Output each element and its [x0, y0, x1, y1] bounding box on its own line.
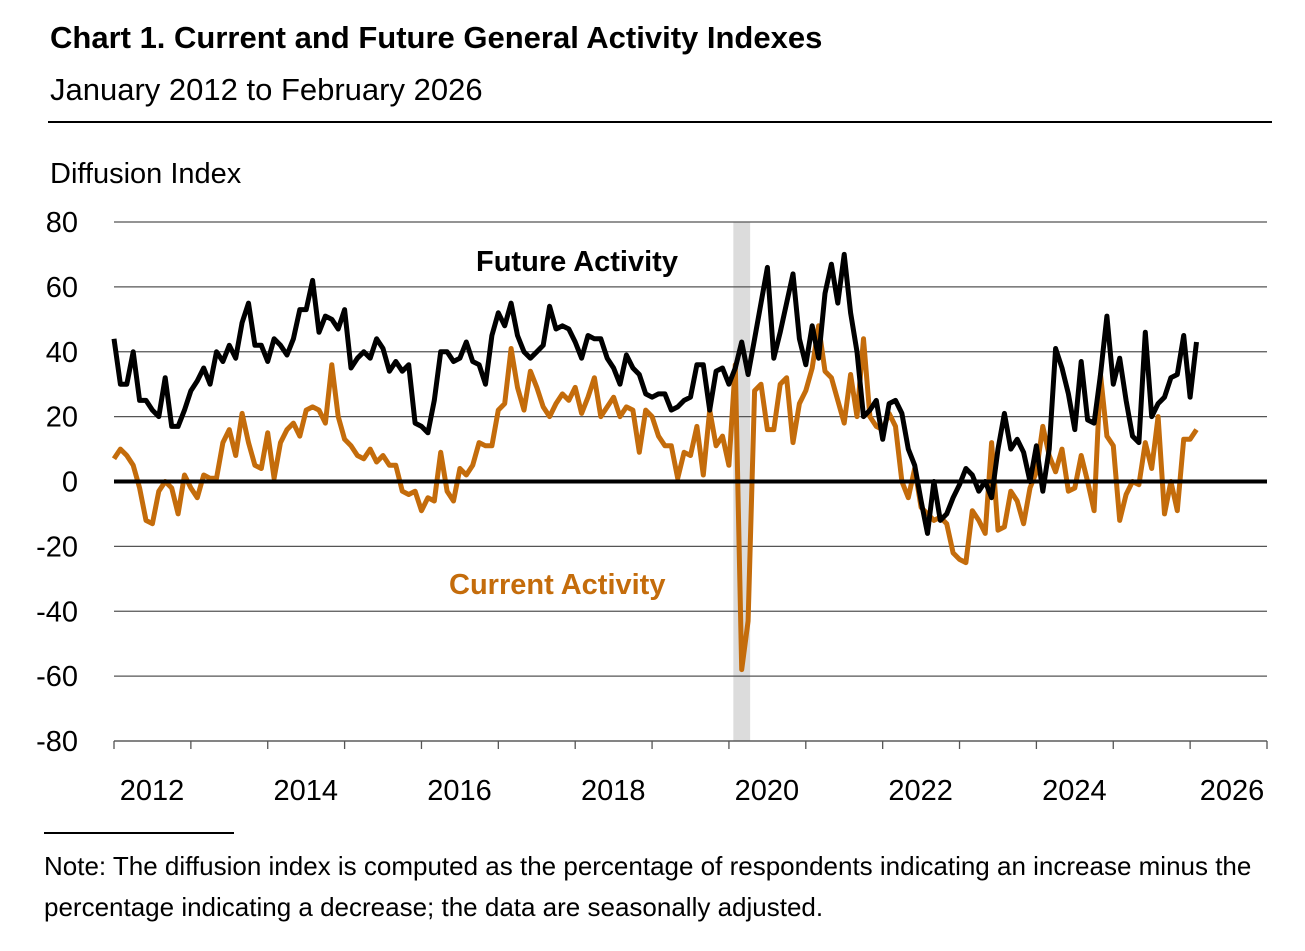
footnote: Note: The diffusion index is computed as…: [44, 851, 1252, 922]
line-chart: 80 60 40 20 0 -20 -40 -60 -80 2012 2014 2016 2018 20…: [36, 207, 1268, 807]
series-label-current: Current Activity: [449, 569, 665, 601]
title-rule: [48, 121, 1272, 123]
y-axis-label: Diffusion Index: [50, 158, 242, 190]
note-rule: [44, 832, 234, 834]
y-tick-label: 0: [62, 467, 78, 499]
y-tick-label: -20: [36, 531, 78, 563]
y-tick-label: -40: [36, 596, 78, 628]
y-tick-label: 60: [46, 272, 78, 304]
x-tick-label: 2024: [1042, 775, 1107, 807]
x-tick-label: 2018: [581, 775, 646, 807]
y-tick-label: -60: [36, 661, 78, 693]
chart-title: Chart 1. Current and Future General Acti…: [50, 20, 823, 55]
y-tick-label: 80: [46, 207, 78, 239]
x-tick-label: 2020: [735, 775, 800, 807]
chart-subtitle: January 2012 to February 2026: [50, 72, 483, 107]
x-tick-label: 2014: [273, 775, 338, 807]
series-label-future: Future Activity: [476, 246, 678, 278]
y-tick-label: 40: [46, 337, 78, 369]
y-tick-label: 20: [46, 402, 78, 434]
future-activity-line: [111, 251, 1199, 536]
x-tick-label: 2022: [888, 775, 953, 807]
x-tick-label: 2016: [427, 775, 492, 807]
x-tick-label: 2012: [120, 775, 185, 807]
y-tick-label: -80: [36, 726, 78, 758]
current-activity-line: [111, 323, 1199, 673]
x-tick-label: 2026: [1200, 775, 1265, 807]
